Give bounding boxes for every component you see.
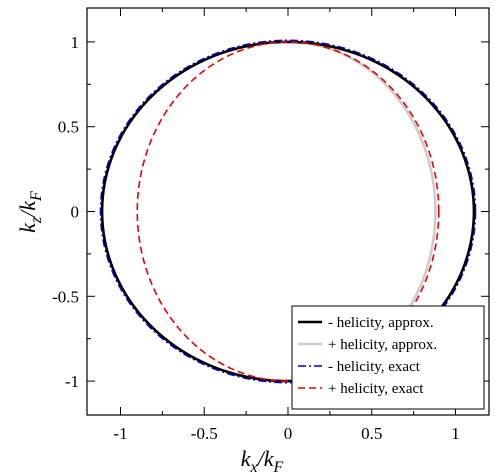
y-tick-label: -0.5 — [52, 287, 79, 306]
legend: - helicity, approx. + helicity, approx. - … — [291, 305, 485, 410]
y-axis-label: kz/kF — [15, 191, 45, 233]
x-tick-label: -0.5 — [191, 424, 218, 443]
y-tick-label: 0.5 — [58, 118, 79, 137]
legend-box — [291, 305, 485, 410]
x-tick-label: 1 — [451, 424, 460, 443]
series-curve-2 — [99, 39, 477, 384]
x-tick-label: -1 — [113, 424, 127, 443]
legend-label-2: - helicity, exact — [328, 359, 421, 375]
x-tick-label: 0.5 — [361, 424, 382, 443]
y-tick-label: -1 — [65, 372, 79, 391]
legend-label-3: + helicity, exact — [328, 381, 424, 397]
series-curve-3 — [136, 41, 440, 382]
legend-label-0: - helicity, approx. — [328, 315, 434, 331]
y-tick-label: 1 — [71, 33, 80, 52]
legend-label-1: + helicity, approx. — [328, 337, 437, 353]
x-axis-label: kx/kF — [241, 446, 284, 476]
x-tick-label: 0 — [284, 424, 293, 443]
y-tick-label: 0 — [71, 203, 80, 222]
